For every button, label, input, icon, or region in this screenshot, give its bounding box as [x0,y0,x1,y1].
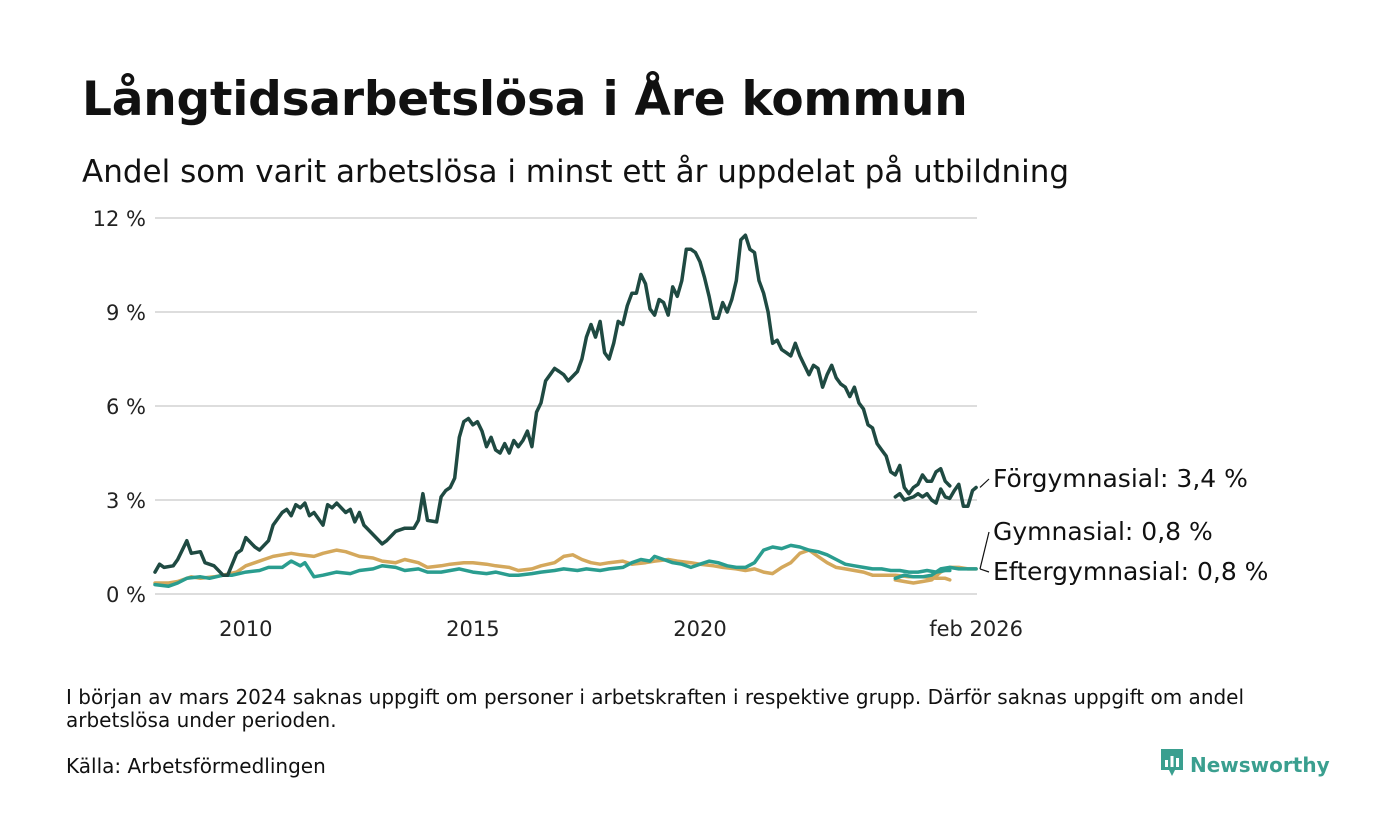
chart-title: Långtidsarbetslösa i Åre kommun [82,72,968,127]
label-leader-förgymnasial [979,478,990,488]
source-label: Källa: Arbetsförmedlingen [66,754,326,778]
series-line-eftergymnasial [153,548,952,585]
series-line-förgymnasial-after-gap [893,482,978,509]
brand-logo[interactable]: Newsworthy [1160,748,1330,782]
x-tick-label: 2010 [219,617,272,641]
label-leader-gymnasial [979,531,990,570]
series-line-gymnasial [153,543,952,588]
series-label-gymnasial: Gymnasial: 0,8 % [993,517,1213,546]
y-tick-label: 12 % [93,207,146,231]
series-line-gymnasial-after-gap [893,565,978,581]
footnote: I början av mars 2024 saknas uppgift om … [66,685,1245,732]
series-line-förgymnasial [153,233,952,577]
y-tick-label: 6 % [106,395,146,419]
line-chart: 0 % 3 % 6 % 9 % 12 % 2010 2015 2020 feb 2026 Förg… [93,207,1269,641]
x-tick-label: 2020 [673,617,726,641]
x-tick-label: 2015 [446,617,499,641]
newsworthy-logo-icon [1160,748,1184,782]
series-label-eftergymnasial: Eftergymnasial: 0,8 % [993,557,1268,586]
chart-subtitle: Andel som varit arbetslösa i minst ett å… [82,154,1070,190]
x-tick-label: feb 2026 [929,617,1023,641]
y-tick-label: 3 % [106,489,146,513]
brand-name: Newsworthy [1190,753,1330,777]
label-leader-eftergymnasial [979,568,990,573]
y-tick-label: 9 % [106,301,146,325]
y-tick-label: 0 % [106,583,146,607]
series-label-förgymnasial: Förgymnasial: 3,4 % [993,464,1248,493]
